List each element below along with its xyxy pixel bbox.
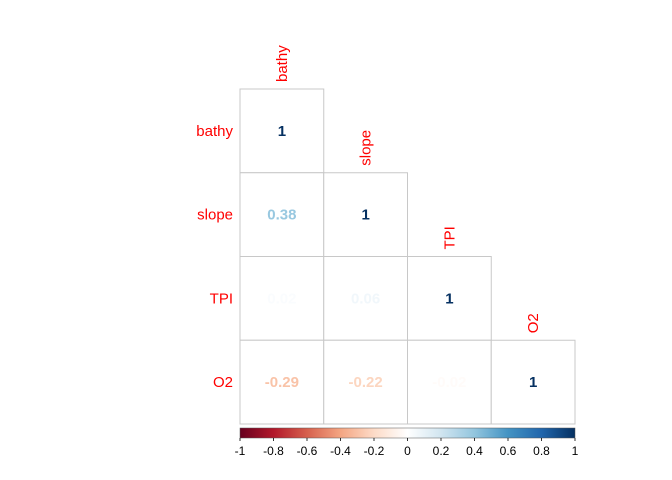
colorbar-tick-label: -0.4 bbox=[330, 444, 351, 458]
row-label-O2: O2 bbox=[213, 374, 233, 391]
colorbar-tick-label: 0.2 bbox=[433, 444, 450, 458]
colorbar-gradient bbox=[239, 427, 576, 439]
coef-O2-bathy: -0.29 bbox=[265, 374, 299, 391]
coef-bathy-bathy: 1 bbox=[278, 123, 286, 140]
coef-O2-slope: -0.22 bbox=[349, 374, 383, 391]
colorbar-tick-label: -0.8 bbox=[263, 444, 284, 458]
cell-slope-slope bbox=[323, 172, 408, 257]
row-label-slope: slope bbox=[197, 207, 233, 224]
matrix-labels: 1 0.38 1 0.02 0.06 1 -0.29 -0.22 -0.02 1 bathy slop… bbox=[196, 45, 542, 391]
colorbar: -1 -0.8 -0.6 -0.4 -0.2 0 0.2 0.4 0.6 0.8 1 bbox=[235, 427, 579, 458]
coef-TPI-slope: 0.06 bbox=[351, 290, 380, 307]
col-label-bathy: bathy bbox=[274, 45, 291, 82]
coef-TPI-bathy: 0.02 bbox=[267, 290, 296, 307]
colorbar-tick-label: 0.4 bbox=[466, 444, 483, 458]
col-label-O2: O2 bbox=[525, 313, 542, 333]
colorbar-tick-label: 0.8 bbox=[533, 444, 550, 458]
cell-bathy-bathy bbox=[239, 88, 325, 174]
coef-TPI-TPI: 1 bbox=[445, 290, 453, 307]
coef-O2-O2: 1 bbox=[529, 374, 537, 391]
row-label-bathy: bathy bbox=[196, 123, 233, 140]
cell-O2-slope bbox=[323, 339, 408, 425]
cell-O2-O2 bbox=[490, 339, 576, 425]
cell-TPI-TPI bbox=[407, 256, 492, 341]
colorbar-tick-label: 0 bbox=[404, 444, 411, 458]
colorbar-tick-label: 1 bbox=[572, 444, 579, 458]
col-label-slope: slope bbox=[358, 130, 375, 166]
row-label-TPI: TPI bbox=[210, 290, 233, 307]
cell-slope-bathy bbox=[239, 172, 325, 257]
cell-TPI-bathy bbox=[239, 256, 325, 341]
colorbar-tick-label: 0.6 bbox=[500, 444, 517, 458]
col-label-TPI: TPI bbox=[441, 226, 458, 249]
cell-O2-bathy bbox=[239, 339, 325, 425]
colorbar-tick-label: -0.6 bbox=[297, 444, 318, 458]
coef-slope-slope: 1 bbox=[361, 207, 369, 224]
coef-O2-TPI: -0.02 bbox=[432, 374, 466, 391]
coef-slope-bathy: 0.38 bbox=[267, 207, 296, 224]
colorbar-tick-label: -0.2 bbox=[364, 444, 385, 458]
cell-O2-TPI bbox=[407, 339, 492, 425]
colorbar-tick-label: -1 bbox=[235, 444, 246, 458]
cell-TPI-slope bbox=[323, 256, 408, 341]
matrix-grid bbox=[239, 88, 576, 425]
